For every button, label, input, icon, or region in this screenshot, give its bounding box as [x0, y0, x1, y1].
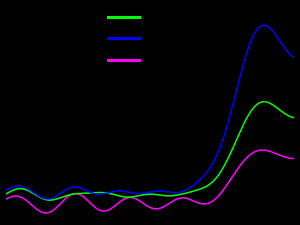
Legend: , , : , , — [108, 11, 139, 68]
